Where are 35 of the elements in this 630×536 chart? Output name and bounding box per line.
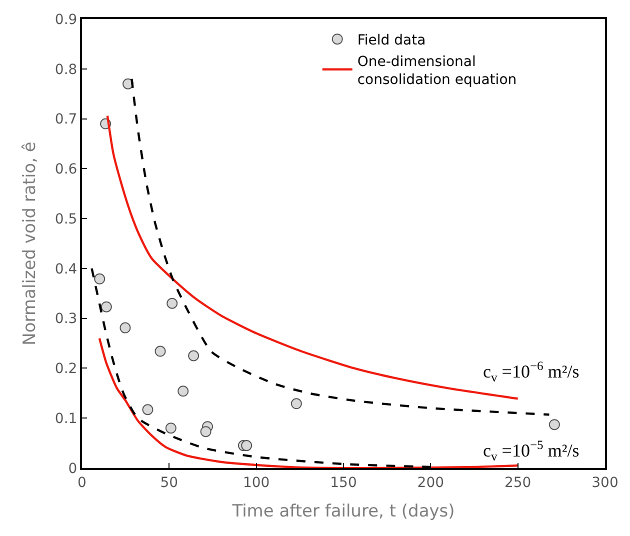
point xyxy=(548,419,560,430)
point xyxy=(120,322,131,334)
annotation: c$_{v}$ =10$^{−6}$ m²/s xyxy=(483,359,580,384)
y-tick-label: 0 xyxy=(68,460,78,477)
x-tick-label: 200 xyxy=(417,474,444,491)
legend-label: Field data xyxy=(357,32,426,49)
x-tick-label: 150 xyxy=(330,474,357,491)
x-tick-label: 50 xyxy=(160,474,178,491)
legend-label: One-dimensional consolidation equation xyxy=(357,54,517,88)
x-tick-label: 250 xyxy=(504,474,532,491)
x-axis-title: Time after failure, t (days) xyxy=(231,502,455,522)
point xyxy=(166,298,178,309)
y-axis-title: Normalized void ratio, ê xyxy=(20,142,40,346)
point xyxy=(188,350,200,362)
y-tick-label: 0.2 xyxy=(54,361,78,378)
point xyxy=(100,301,112,312)
y-tick-label: 0.4 xyxy=(54,261,78,278)
y-tick-label: 0.5 xyxy=(54,211,78,228)
x-tick-label: 100 xyxy=(242,474,270,491)
annotation: c$_{v}$ =10$^{−5}$ m²/s xyxy=(483,438,580,464)
y-tick-label: 0.3 xyxy=(54,311,78,328)
y-tick-label: 0.8 xyxy=(54,62,78,78)
point xyxy=(154,346,166,357)
y-tick-label: 0.6 xyxy=(54,162,78,178)
point xyxy=(290,398,302,410)
point xyxy=(178,386,189,397)
point xyxy=(94,273,106,284)
y-tick-label: 0.7 xyxy=(54,112,78,128)
point xyxy=(241,440,252,452)
y-tick-label: 0.9 xyxy=(54,12,78,28)
y-tick-label: 0.1 xyxy=(54,411,78,428)
x-tick-label: 300 xyxy=(592,474,618,491)
point xyxy=(142,404,154,416)
point xyxy=(200,426,212,438)
point xyxy=(165,422,176,434)
